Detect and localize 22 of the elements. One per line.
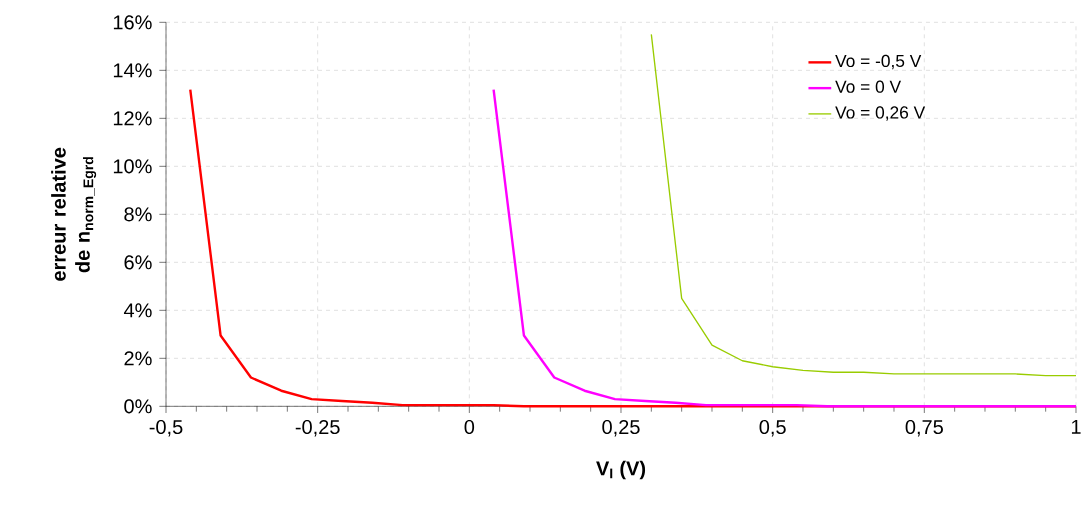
y-tick-label: 14% bbox=[113, 63, 152, 78]
x-tick-label: -0,25 bbox=[295, 419, 340, 437]
y-tick-label: 0% bbox=[124, 399, 152, 414]
x-axis-title: V$_{I}$ (V) bbox=[596, 460, 646, 480]
x-tick-label: 1 bbox=[1071, 419, 1081, 434]
y-tick-label: 8% bbox=[124, 207, 152, 222]
line-series bbox=[650, 33, 1077, 377]
x-tick-label: 0 bbox=[464, 419, 475, 435]
x-tick-label: 0,75 bbox=[905, 419, 943, 437]
legend-label: Vo = -0,5 V bbox=[835, 54, 922, 70]
x-tick-label: -0,5 bbox=[149, 419, 183, 437]
x-tick-label: 0,25 bbox=[602, 419, 640, 437]
y-tick-label: 6% bbox=[124, 255, 152, 270]
legend-label: Vo = 0 V bbox=[835, 80, 902, 93]
legend-label: Vo = 0,26 V bbox=[835, 106, 926, 121]
y-tick-label: 12% bbox=[113, 111, 152, 126]
y-tick-label: 2% bbox=[124, 351, 152, 366]
y-axis-title: erreur relative de n$_{norm_Egrd}$ bbox=[51, 147, 97, 281]
x-tick-label: 0,5 bbox=[759, 419, 786, 437]
y-tick-label: 16% bbox=[113, 15, 152, 30]
y-tick-label: 10% bbox=[113, 159, 152, 174]
y-tick-label: 4% bbox=[123, 303, 152, 318]
